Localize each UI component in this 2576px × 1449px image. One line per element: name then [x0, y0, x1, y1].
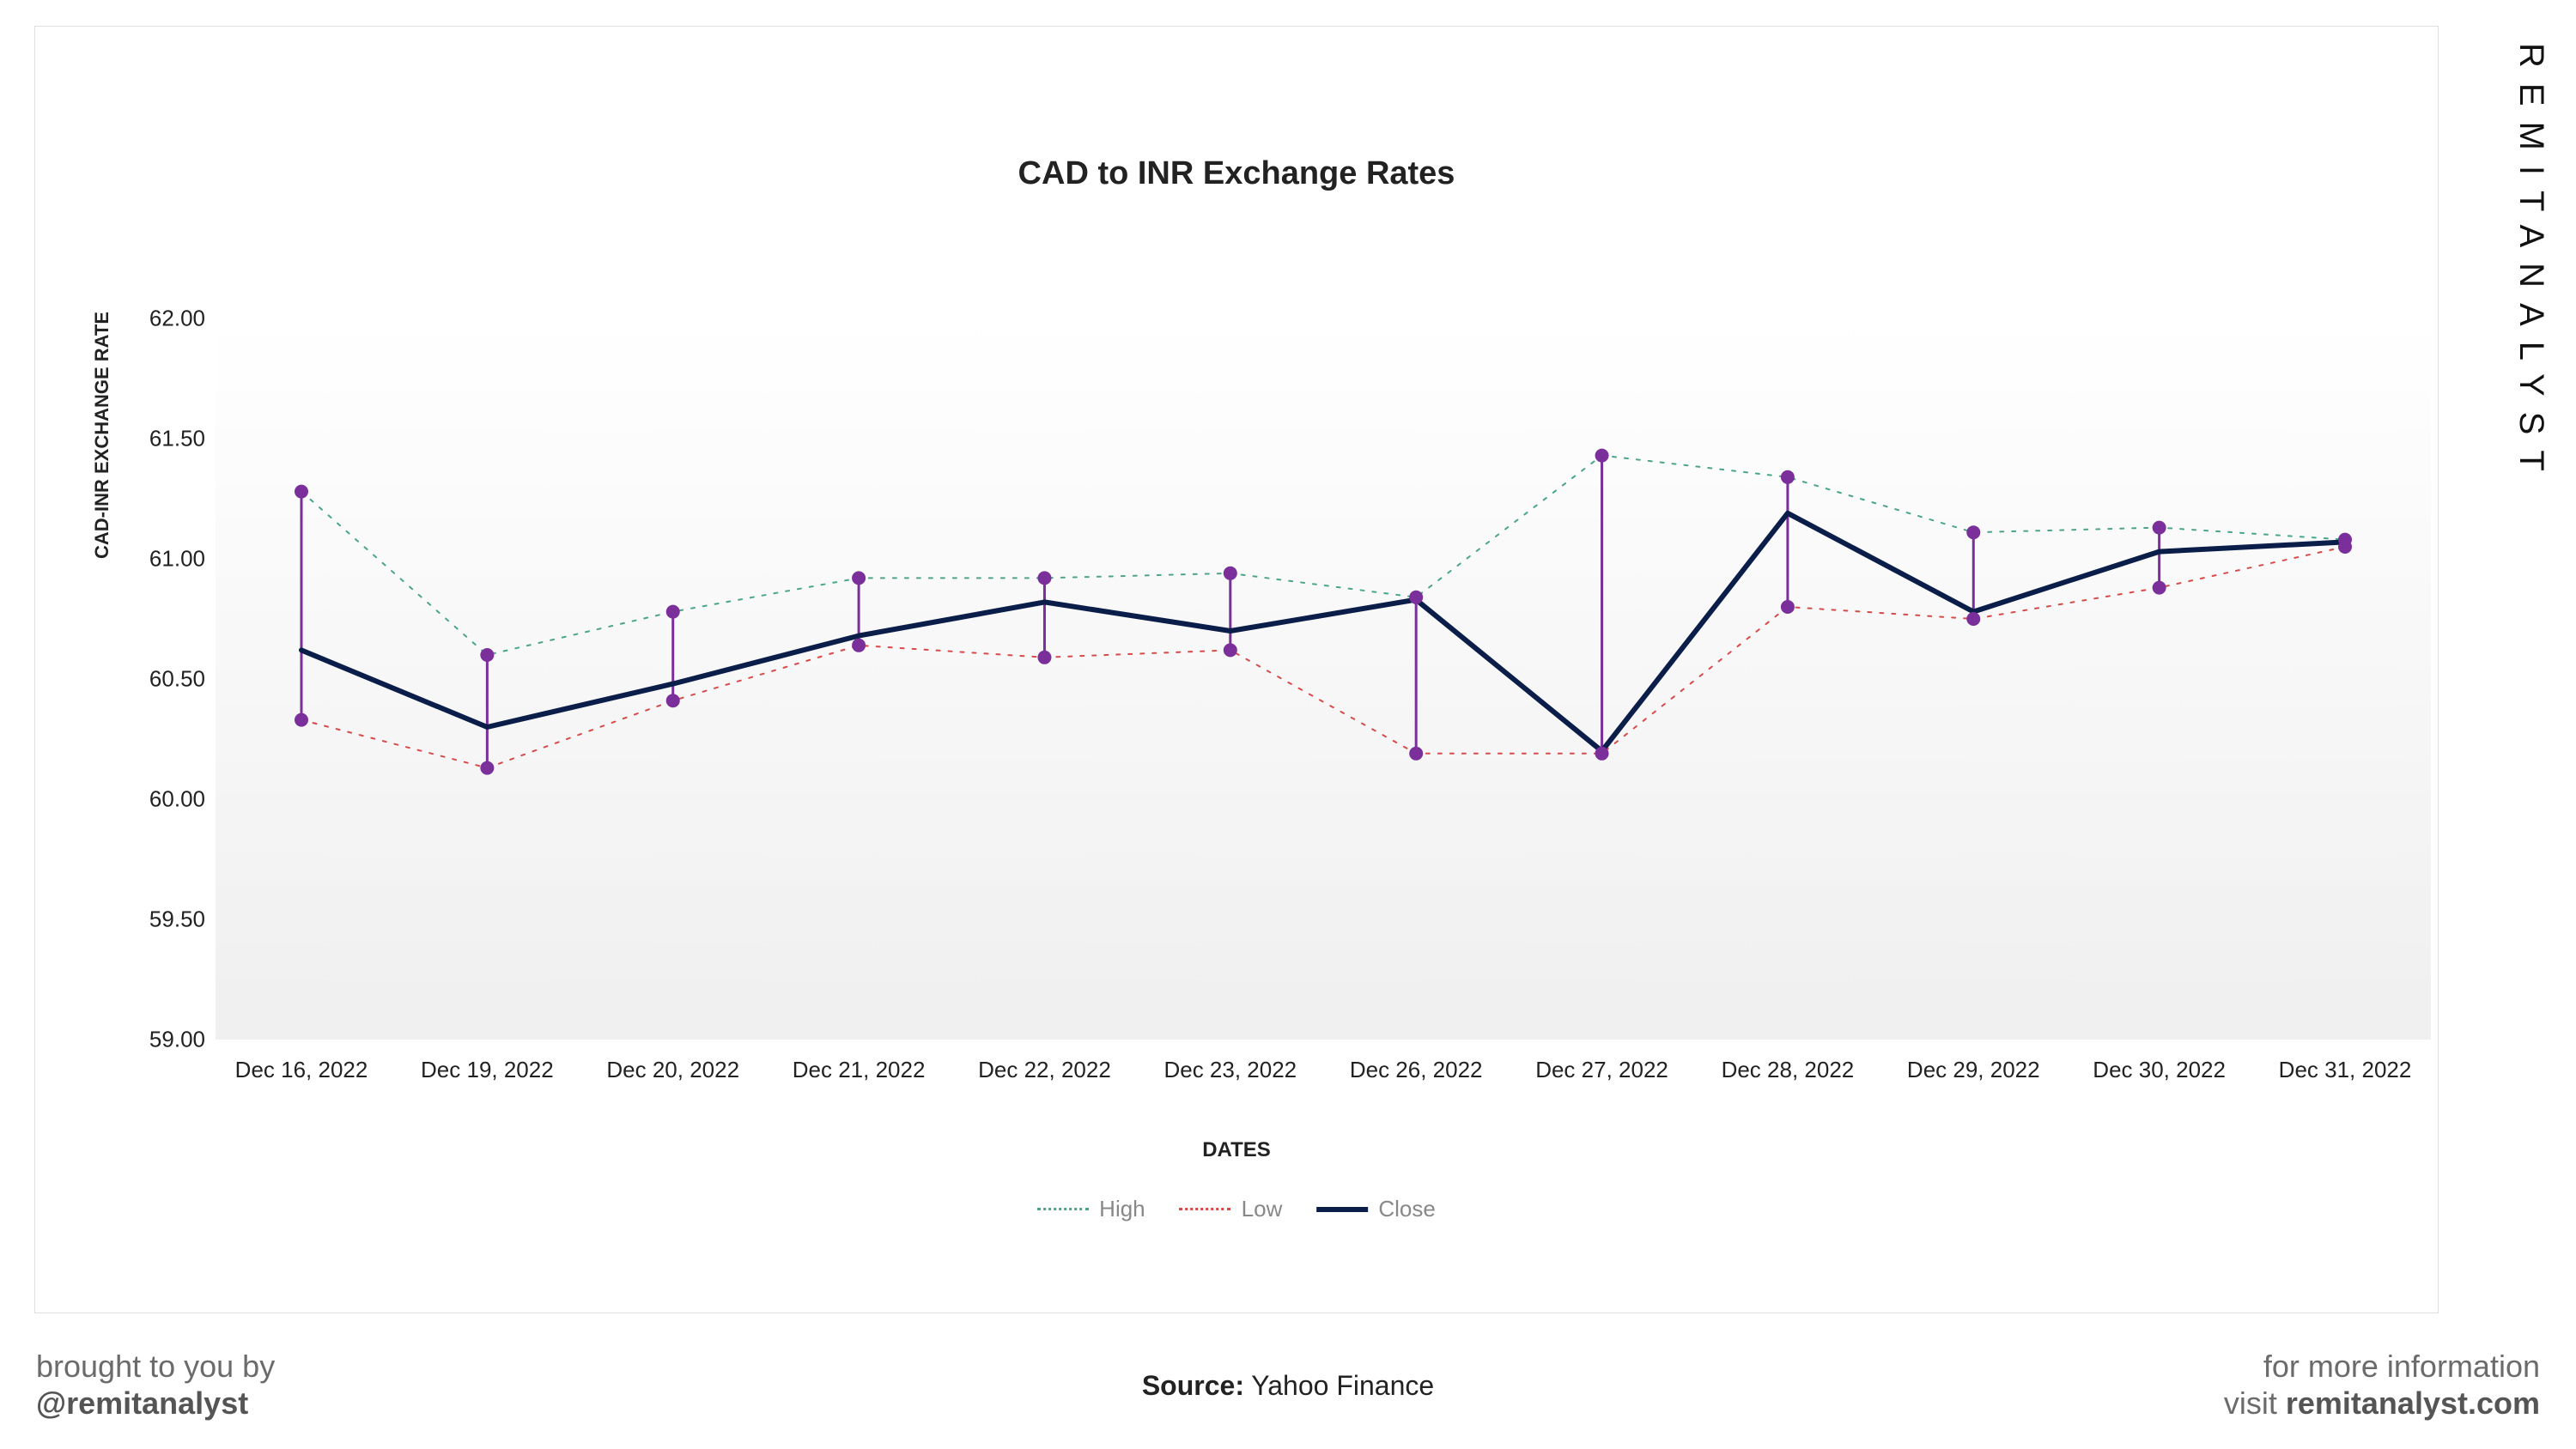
y-axis-label: CAD-INR EXCHANGE RATE [91, 312, 113, 559]
y-tick-label: 60.50 [119, 666, 205, 693]
marker [852, 639, 866, 652]
legend-item-high: High [1037, 1196, 1145, 1222]
footer-center: Source: Yahoo Finance [1142, 1370, 1434, 1402]
marker [2338, 540, 2352, 554]
footer-center-label: Source: [1142, 1370, 1244, 1401]
y-tick-label: 62.00 [119, 306, 205, 332]
y-tick-label: 59.00 [119, 1027, 205, 1053]
legend-label-close: Close [1378, 1196, 1435, 1222]
x-tick-label: Dec 16, 2022 [235, 1057, 368, 1083]
marker [1037, 571, 1051, 585]
y-tick-label: 61.00 [119, 546, 205, 573]
legend-label-low: Low [1242, 1196, 1283, 1222]
legend: High Low Close [1037, 1196, 1436, 1222]
marker [1781, 470, 1795, 484]
marker [1966, 612, 1980, 626]
side-brand: REMITANALYST [2512, 43, 2550, 487]
marker [1224, 643, 1237, 657]
marker [295, 485, 308, 499]
marker [1595, 747, 1609, 761]
marker [1037, 651, 1051, 664]
x-tick-label: Dec 31, 2022 [2279, 1057, 2412, 1083]
x-tick-label: Dec 29, 2022 [1907, 1057, 2040, 1083]
footer-center-value: Yahoo Finance [1251, 1370, 1434, 1401]
footer-left-line2: @remitanalyst [36, 1385, 248, 1421]
marker [1409, 591, 1423, 604]
legend-item-close: Close [1316, 1196, 1435, 1222]
marker [1966, 525, 1980, 539]
chart-frame: CAD to INR Exchange Rates CAD-INR EXCHAN… [34, 26, 2439, 1313]
x-tick-label: Dec 23, 2022 [1163, 1057, 1297, 1083]
x-tick-label: Dec 19, 2022 [421, 1057, 554, 1083]
marker [1781, 600, 1795, 614]
marker [1409, 747, 1423, 761]
y-tick-label: 60.00 [119, 786, 205, 813]
chart-title: CAD to INR Exchange Rates [1018, 155, 1455, 192]
x-tick-label: Dec 22, 2022 [978, 1057, 1111, 1083]
page: CAD to INR Exchange Rates CAD-INR EXCHAN… [0, 0, 2576, 1449]
x-tick-label: Dec 26, 2022 [1350, 1057, 1483, 1083]
marker [480, 761, 494, 775]
legend-label-high: High [1099, 1196, 1145, 1222]
marker [295, 713, 308, 727]
marker [852, 571, 866, 585]
marker [1224, 567, 1237, 580]
plot-area [216, 318, 2431, 1040]
x-tick-label: Dec 21, 2022 [793, 1057, 926, 1083]
y-tick-label: 59.50 [119, 906, 205, 933]
x-tick-label: Dec 27, 2022 [1535, 1057, 1668, 1083]
x-tick-label: Dec 20, 2022 [606, 1057, 739, 1083]
x-tick-label: Dec 30, 2022 [2093, 1057, 2226, 1083]
legend-swatch-high [1037, 1208, 1089, 1210]
marker [666, 605, 680, 619]
footer-right-line2a: visit [2224, 1385, 2286, 1421]
footer-right: for more information visit remitanalyst.… [2224, 1348, 2540, 1422]
footer-right-line1: for more information [2263, 1349, 2540, 1384]
marker [1595, 449, 1609, 463]
footer-left: brought to you by @remitanalyst [36, 1348, 275, 1422]
marker [2153, 581, 2166, 595]
marker [2153, 521, 2166, 535]
marker [480, 648, 494, 662]
marker [666, 694, 680, 707]
x-axis-label: DATES [1202, 1138, 1271, 1162]
footer-left-line1: brought to you by [36, 1349, 275, 1384]
legend-swatch-close [1316, 1207, 1368, 1212]
footer-right-line2b: remitanalyst.com [2286, 1385, 2540, 1421]
legend-swatch-low [1180, 1208, 1231, 1210]
x-tick-label: Dec 28, 2022 [1722, 1057, 1855, 1083]
plot-svg [216, 318, 2431, 1040]
y-tick-label: 61.50 [119, 426, 205, 452]
legend-item-low: Low [1180, 1196, 1283, 1222]
